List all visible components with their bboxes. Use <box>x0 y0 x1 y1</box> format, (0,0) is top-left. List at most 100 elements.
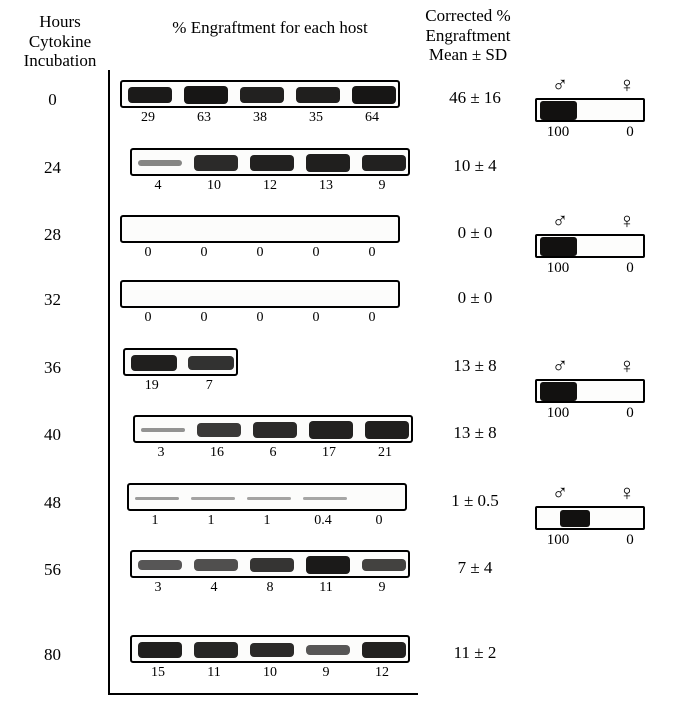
lane-value: 1 <box>127 513 183 529</box>
female-value: 0 <box>610 260 650 277</box>
hours-label: 28 <box>15 225 90 245</box>
gel-band <box>250 155 295 172</box>
gel-lane <box>129 485 185 509</box>
gel-lane <box>244 150 300 174</box>
hours-label: 36 <box>15 358 90 378</box>
lane-value: 0 <box>176 245 232 261</box>
lane-value: 29 <box>120 110 176 126</box>
gel-strip <box>130 550 410 578</box>
gel-lane <box>188 552 244 576</box>
lane-value: 16 <box>189 445 245 461</box>
lane-value: 35 <box>288 110 344 126</box>
lane-value: 0 <box>344 310 400 326</box>
gel-strip <box>127 483 407 511</box>
header-engraft: % Engraftment for each host <box>145 18 395 38</box>
corrected-value: 11 ± 2 <box>420 643 530 663</box>
gel-band <box>191 497 236 500</box>
gel-band <box>138 560 183 571</box>
lane-value: 0 <box>232 310 288 326</box>
lane-value: 15 <box>130 665 186 681</box>
gel-lane <box>234 82 290 106</box>
female-icon: ♀ <box>612 353 642 379</box>
header-corrected: Corrected %EngraftmentMean ± SD <box>403 6 533 65</box>
corrected-value: 46 ± 16 <box>420 88 530 108</box>
gel-band <box>240 87 285 104</box>
gel-lane <box>234 282 290 306</box>
gel-lane <box>178 217 234 241</box>
header-hours: Hours CytokineIncubation <box>10 12 110 71</box>
gel-strip <box>123 348 238 376</box>
gel-lane <box>346 217 400 241</box>
lane-value: 0 <box>288 310 344 326</box>
hours-label: 80 <box>15 645 90 665</box>
gel-lane <box>290 282 346 306</box>
corrected-value: 10 ± 4 <box>420 156 530 176</box>
lane-value: 19 <box>123 378 181 394</box>
gel-band <box>362 155 407 171</box>
gel-lane <box>122 282 178 306</box>
gel-lane <box>122 217 178 241</box>
gel-lane <box>247 417 303 441</box>
lane-value: 13 <box>298 178 354 194</box>
gel-band <box>253 422 298 439</box>
gel-lane <box>188 150 244 174</box>
gel-lane <box>244 552 300 576</box>
header-corrected-text: Corrected %EngraftmentMean ± SD <box>425 6 510 64</box>
gel-band <box>141 428 186 433</box>
lane-value: 9 <box>298 665 354 681</box>
gel-band <box>194 642 239 658</box>
lane-value: 11 <box>298 580 354 596</box>
gel-band <box>303 497 348 500</box>
gel-band <box>352 86 397 104</box>
gel-band <box>362 642 407 658</box>
lane-value: 0 <box>176 310 232 326</box>
male-value: 100 <box>538 532 578 549</box>
gel-band <box>362 559 407 571</box>
gel-lane <box>297 485 353 509</box>
gel-lane <box>191 417 247 441</box>
lane-value: 9 <box>354 580 410 596</box>
gel-lane <box>183 350 239 374</box>
lane-value: 38 <box>232 110 288 126</box>
gel-band <box>296 87 341 104</box>
lane-value: 4 <box>186 580 242 596</box>
hours-label: 32 <box>15 290 90 310</box>
hours-label: 24 <box>15 158 90 178</box>
gel-band <box>365 421 410 438</box>
gel-lane <box>135 417 191 441</box>
corrected-value: 1 ± 0.5 <box>420 491 530 511</box>
corrected-value: 13 ± 8 <box>420 423 530 443</box>
gel-lane <box>300 150 356 174</box>
gel-lane <box>356 552 410 576</box>
hours-label: 0 <box>15 90 90 110</box>
gel-band <box>306 645 351 656</box>
gel-lane <box>300 637 356 661</box>
lane-value: 11 <box>186 665 242 681</box>
hours-label: 40 <box>15 425 90 445</box>
gel-lane <box>359 417 413 441</box>
gel-lane <box>300 552 356 576</box>
gel-lane <box>132 637 188 661</box>
male-value: 100 <box>538 260 578 277</box>
header-engraft-text: % Engraftment for each host <box>172 18 367 37</box>
gel-strip <box>130 148 410 176</box>
axis-horizontal <box>108 693 418 695</box>
lane-value: 8 <box>242 580 298 596</box>
lane-value: 10 <box>242 665 298 681</box>
gel-lane <box>234 217 290 241</box>
corrected-value: 0 ± 0 <box>420 288 530 308</box>
gel-band <box>309 421 354 438</box>
gel-lane <box>122 82 178 106</box>
sex-gel-band <box>540 237 577 256</box>
lane-value: 1 <box>183 513 239 529</box>
corrected-value: 7 ± 4 <box>420 558 530 578</box>
gel-band <box>194 155 239 171</box>
male-value: 100 <box>538 124 578 141</box>
female-icon: ♀ <box>612 72 642 98</box>
gel-band <box>306 154 351 171</box>
lane-value: 0 <box>344 245 400 261</box>
lane-value: 0 <box>232 245 288 261</box>
gel-lane <box>346 82 400 106</box>
gel-band <box>250 643 295 658</box>
corrected-value: 0 ± 0 <box>420 223 530 243</box>
